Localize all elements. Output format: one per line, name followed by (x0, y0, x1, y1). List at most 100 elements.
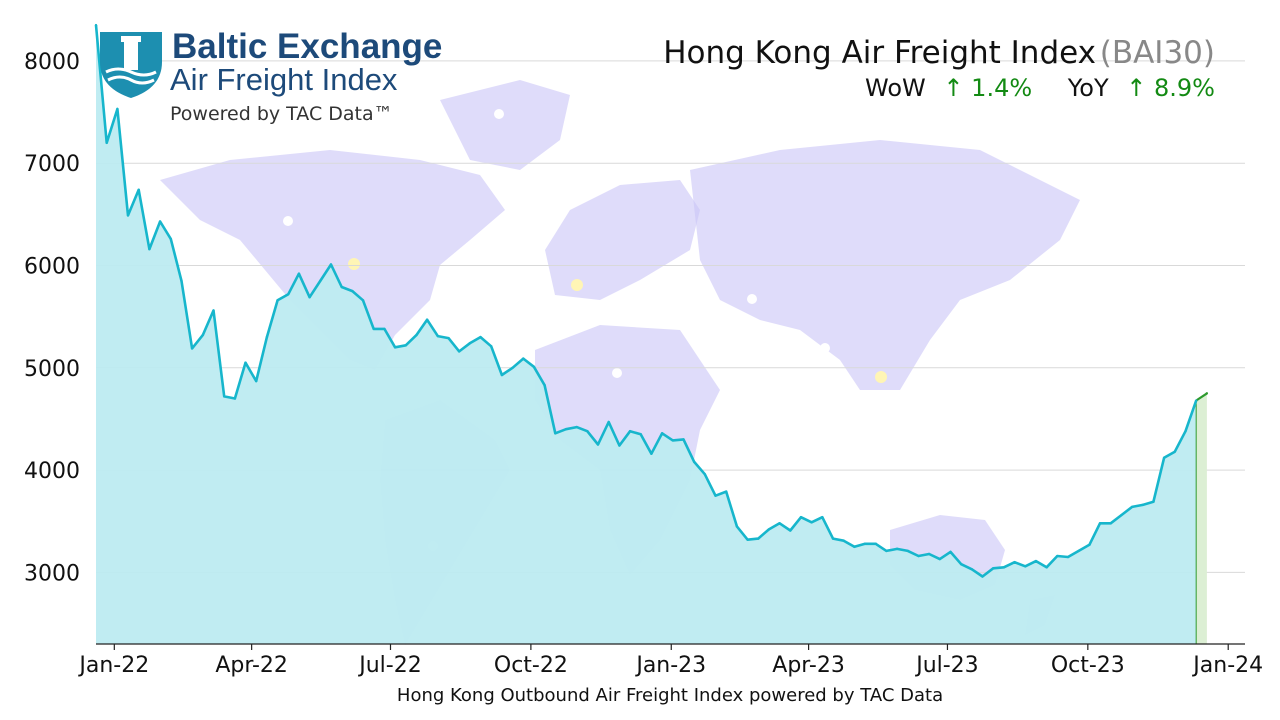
x-tick-label: Apr-22 (215, 653, 288, 678)
data-point (1120, 513, 1123, 517)
y-tick-label: 4000 (24, 459, 80, 484)
data-point (393, 346, 397, 349)
data-point (810, 521, 813, 524)
latest-week-line (1195, 392, 1208, 402)
map-dot (612, 368, 622, 378)
logo-line-3: Powered by TAC Data™ (170, 103, 393, 125)
data-point (1152, 500, 1155, 504)
x-tick-label: Oct-22 (494, 653, 568, 678)
data-point (746, 538, 749, 541)
logo-line-2: Air Freight Index (170, 62, 398, 97)
data-point (436, 334, 440, 338)
data-point (94, 23, 98, 27)
asia-shape (690, 140, 1080, 390)
kpi-row: WoW ↑ 1.4% YoY ↑ 8.9% (865, 74, 1215, 102)
latest-week-area (1196, 393, 1207, 644)
data-point (949, 550, 952, 554)
data-point (372, 327, 375, 331)
x-tick-labels: Jan-22 Apr-22 Jul-22 Oct-22 Jan-23 Apr-23 Jul-… (77, 644, 1263, 678)
data-point (511, 366, 514, 370)
data-point (500, 373, 504, 377)
data-point (329, 263, 333, 266)
data-point (319, 279, 322, 283)
y-tick-label: 3000 (24, 561, 80, 586)
data-point (447, 336, 450, 340)
data-point (415, 333, 418, 337)
data-point (457, 350, 461, 353)
data-point (190, 347, 194, 350)
data-point (532, 365, 536, 368)
data-point (1077, 549, 1080, 553)
data-point (821, 515, 824, 519)
map-dot (571, 279, 583, 291)
lighthouse-shield-icon (100, 32, 162, 98)
index-code: (BAI30) (1100, 35, 1215, 71)
data-point (255, 379, 258, 383)
data-point (265, 335, 269, 339)
data-point (981, 575, 984, 578)
data-point (767, 528, 771, 531)
series-layer (94, 23, 1209, 645)
data-point (137, 188, 140, 192)
data-point (1184, 430, 1187, 433)
data-point (799, 515, 803, 519)
y-tick-labels: 3000 4000 5000 6000 7000 8000 (24, 50, 80, 586)
data-point (564, 427, 568, 431)
data-point (735, 525, 739, 528)
data-point (479, 335, 482, 339)
data-point (778, 522, 781, 525)
data-point (1013, 560, 1016, 564)
data-point (789, 529, 792, 532)
data-point (276, 299, 279, 302)
data-point (543, 383, 546, 387)
data-point (628, 430, 632, 433)
data-point (1173, 450, 1177, 453)
data-point (671, 439, 674, 442)
y-tick-label: 7000 (24, 152, 80, 177)
data-point (340, 285, 343, 289)
data-point (1098, 522, 1102, 525)
data-point (1066, 555, 1070, 559)
data-point (1002, 566, 1006, 569)
north-america-shape (160, 150, 505, 370)
data-point (895, 547, 899, 551)
map-dot (348, 258, 360, 270)
data-point (1088, 543, 1091, 546)
data-point (287, 292, 290, 296)
data-point (1141, 503, 1144, 507)
wow-arrow-icon: ↑ (943, 74, 963, 102)
data-point (874, 542, 877, 545)
data-point (692, 460, 696, 464)
map-dot (875, 371, 887, 383)
data-point (1109, 522, 1112, 525)
x-tick-label: Jan-24 (1191, 653, 1263, 678)
logo-line-1: Baltic Exchange (172, 27, 442, 66)
data-point (244, 361, 247, 364)
data-point (361, 299, 365, 302)
data-point (468, 342, 472, 345)
data-point (158, 220, 162, 223)
data-point (842, 539, 845, 542)
map-dot (820, 343, 830, 353)
data-point (853, 545, 856, 549)
map-dot (283, 216, 293, 226)
data-point (1194, 399, 1198, 402)
y-tick-label: 5000 (24, 357, 80, 382)
x-tick-label: Jan-22 (77, 653, 149, 678)
data-point (126, 214, 130, 217)
data-point (148, 247, 151, 251)
x-tick-label: Jan-23 (634, 653, 706, 678)
data-point (596, 443, 600, 446)
data-point (105, 141, 108, 144)
data-point (1034, 559, 1038, 563)
data-point (959, 563, 963, 566)
data-point (522, 357, 525, 360)
data-point (297, 272, 301, 275)
data-point (233, 397, 237, 400)
yoy-arrow-icon: ↑ (1126, 74, 1146, 102)
data-point (222, 395, 226, 398)
wow-label: WoW (865, 74, 926, 102)
data-point (938, 557, 942, 561)
chart-title: Hong Kong Air Freight Index (663, 35, 1096, 71)
x-tick-label: Jul-22 (357, 653, 421, 678)
